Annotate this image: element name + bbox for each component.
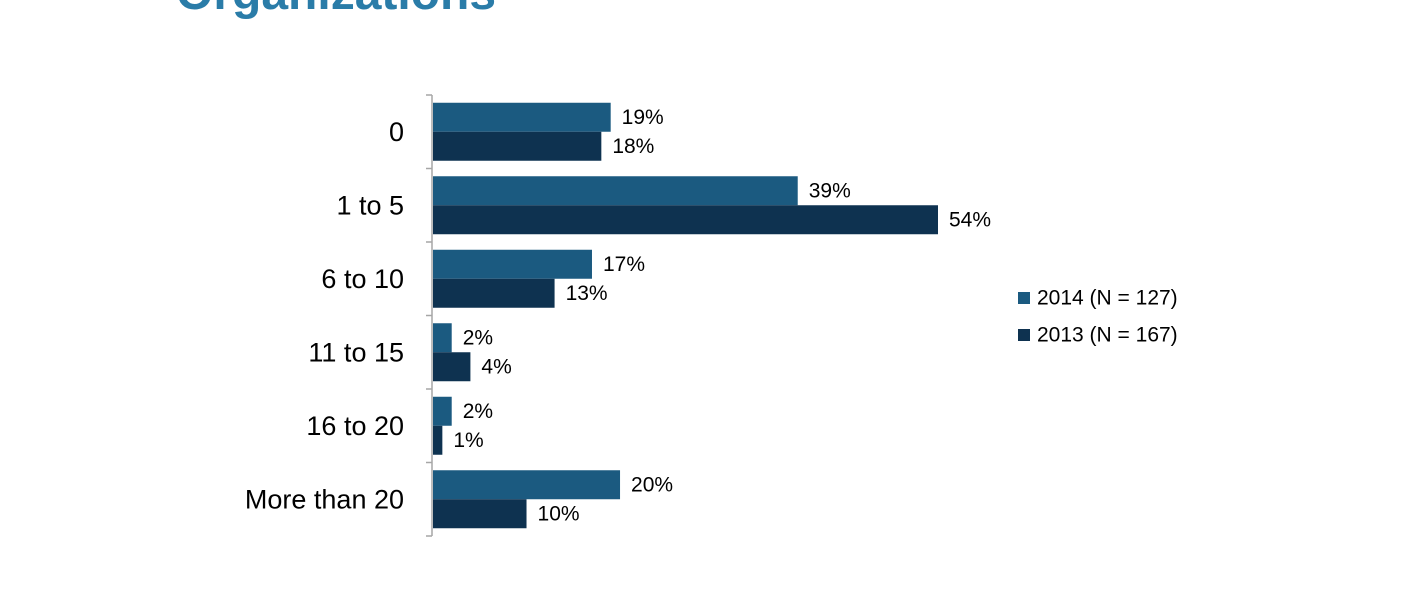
page-title: Organizations xyxy=(176,0,496,20)
y-axis-ticks xyxy=(426,94,432,537)
category-labels: 0 1 to 5 6 to 10 11 to 15 16 to 20 More than … xyxy=(245,117,404,515)
category-label: 0 xyxy=(389,117,404,147)
bar-2014 xyxy=(433,396,452,426)
bar-2014 xyxy=(433,323,452,353)
legend-swatch xyxy=(1018,292,1030,304)
bar-2014 xyxy=(433,470,621,500)
legend-label: 2013 (N = 167) xyxy=(1037,324,1178,347)
data-label: 18% xyxy=(612,135,654,158)
bar-2014 xyxy=(433,249,592,279)
legend: 2014 (N = 127) 2013 (N = 167) xyxy=(1018,287,1178,347)
data-label: 2% xyxy=(463,326,493,349)
bars-group xyxy=(433,102,938,529)
bar-2013 xyxy=(433,278,555,308)
bar-2014 xyxy=(433,102,611,132)
category-label: More than 20 xyxy=(245,484,404,514)
category-label: 11 to 15 xyxy=(308,337,404,367)
data-label: 10% xyxy=(538,502,580,525)
data-label: 39% xyxy=(809,179,851,202)
legend-swatch xyxy=(1018,329,1030,341)
bar-2013 xyxy=(433,205,938,235)
data-label: 20% xyxy=(631,473,673,496)
legend-label: 2014 (N = 127) xyxy=(1037,287,1178,310)
data-label: 54% xyxy=(949,208,991,231)
data-label: 1% xyxy=(453,429,483,452)
bar-2014 xyxy=(433,176,798,206)
data-label: 2% xyxy=(463,400,493,423)
bar-2013 xyxy=(433,499,527,529)
data-label: 13% xyxy=(566,282,608,305)
category-label: 6 to 10 xyxy=(321,264,404,294)
bar-2013 xyxy=(433,131,602,161)
bar-2013 xyxy=(433,425,443,455)
data-label: 17% xyxy=(603,253,645,276)
data-labels: 19% 18% 39% 54% 17% 13% 2% 4% 2% 1% 20% 10% xyxy=(453,106,991,526)
data-label: 19% xyxy=(622,106,664,129)
bar-2013 xyxy=(433,352,471,382)
data-label: 4% xyxy=(481,355,511,378)
category-label: 16 to 20 xyxy=(306,411,404,441)
category-label: 1 to 5 xyxy=(336,190,404,220)
